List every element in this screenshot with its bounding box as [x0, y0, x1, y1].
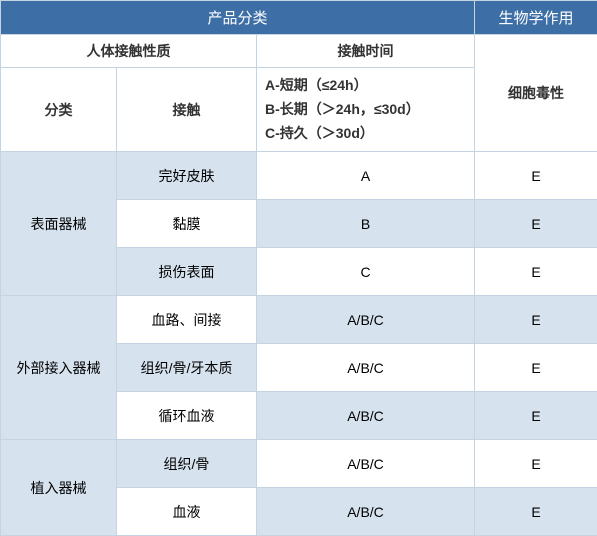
time-cell: A/B/C [257, 440, 475, 488]
time-cell: B [257, 200, 475, 248]
time-cell: A/B/C [257, 296, 475, 344]
contact-cell: 组织/骨 [117, 440, 257, 488]
table-row: 表面器械 完好皮肤 A E [1, 152, 597, 200]
table-row: 植入器械 组织/骨 A/B/C E [1, 440, 597, 488]
hdr-contact-time: 接触时间 [257, 35, 475, 68]
contact-cell: 血液 [117, 488, 257, 536]
time-line-a: A-短期（≤24h） [265, 74, 470, 98]
contact-cell: 损伤表面 [117, 248, 257, 296]
hdr-classification-col: 分类 [1, 68, 117, 152]
time-line-b: B-长期（＞24h，≤30d） [265, 98, 470, 122]
bio-cell: E [475, 488, 597, 536]
hdr-biological-effect: 生物学作用 [475, 1, 597, 35]
bio-cell: E [475, 344, 597, 392]
bio-cell: E [475, 296, 597, 344]
bio-cell: E [475, 248, 597, 296]
hdr-contact-col: 接触 [117, 68, 257, 152]
time-cell: A [257, 152, 475, 200]
time-cell: A/B/C [257, 488, 475, 536]
hdr-time-detail: A-短期（≤24h） B-长期（＞24h，≤30d） C-持久（＞30d） [257, 68, 475, 152]
contact-cell: 循环血液 [117, 392, 257, 440]
classification-table-wrap: 产品分类 生物学作用 人体接触性质 接触时间 细胞毒性 分类 接触 A-短期（≤… [0, 0, 597, 536]
hdr-contact-nature: 人体接触性质 [1, 35, 257, 68]
hdr-cytotoxicity: 细胞毒性 [475, 35, 597, 152]
contact-cell: 组织/骨/牙本质 [117, 344, 257, 392]
time-cell: C [257, 248, 475, 296]
contact-cell: 完好皮肤 [117, 152, 257, 200]
bio-cell: E [475, 392, 597, 440]
hdr-product-classification: 产品分类 [1, 1, 475, 35]
bio-cell: E [475, 440, 597, 488]
category-cell: 表面器械 [1, 152, 117, 296]
time-line-c: C-持久（＞30d） [265, 122, 470, 146]
contact-cell: 血路、间接 [117, 296, 257, 344]
bio-cell: E [475, 200, 597, 248]
category-cell: 外部接入器械 [1, 296, 117, 440]
classification-table: 产品分类 生物学作用 人体接触性质 接触时间 细胞毒性 分类 接触 A-短期（≤… [0, 0, 597, 536]
header-row-2: 人体接触性质 接触时间 细胞毒性 [1, 35, 597, 68]
header-row-1: 产品分类 生物学作用 [1, 1, 597, 35]
time-cell: A/B/C [257, 344, 475, 392]
bio-cell: E [475, 152, 597, 200]
category-cell: 植入器械 [1, 440, 117, 536]
table-row: 外部接入器械 血路、间接 A/B/C E [1, 296, 597, 344]
time-cell: A/B/C [257, 392, 475, 440]
contact-cell: 黏膜 [117, 200, 257, 248]
